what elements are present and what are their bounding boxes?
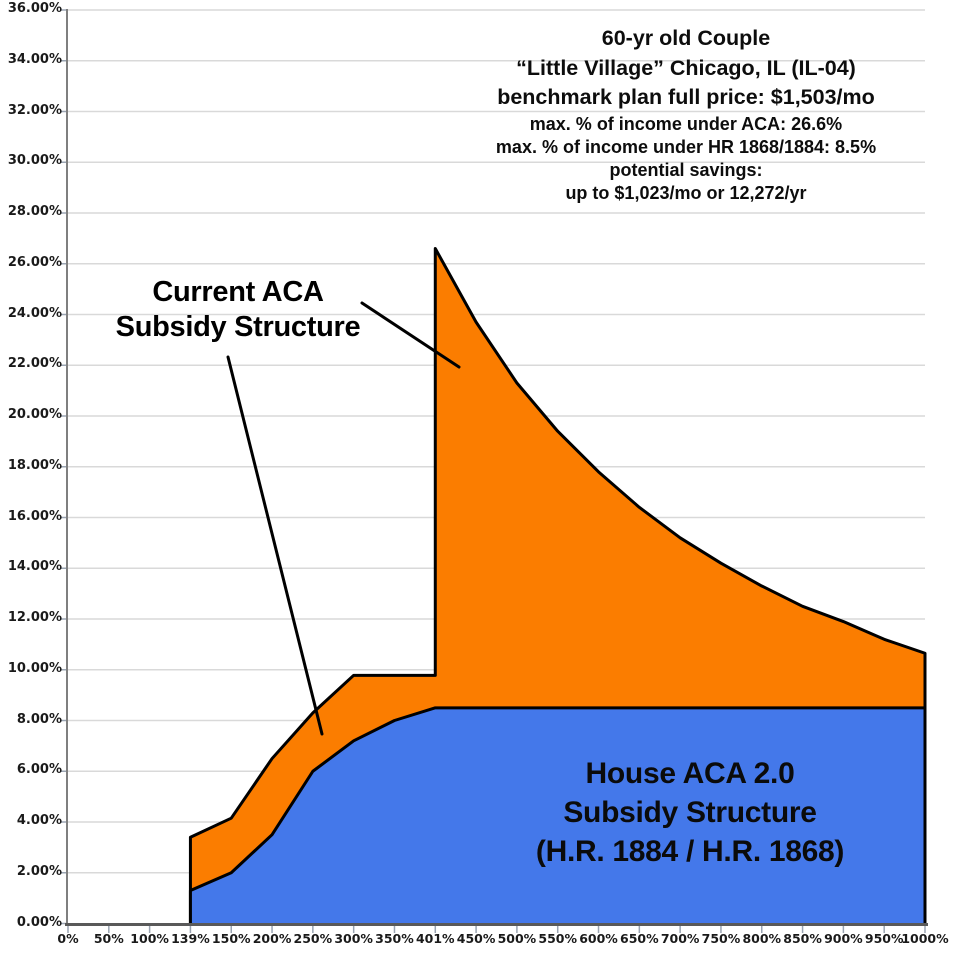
- house-aca-series-label: House ACA 2.0 Subsidy Structure (H.R. 18…: [535, 754, 845, 871]
- house-aca-label-line-1: House ACA 2.0: [585, 757, 795, 790]
- current-aca-series-label: Current ACA Subsidy Structure: [116, 275, 361, 345]
- house-aca-label-line-3: (H.R. 1884 / H.R. 1868): [535, 835, 845, 868]
- house-aca-label-line-2: Subsidy Structure: [563, 796, 817, 829]
- title-line-3: benchmark plan full price: $1,503/mo: [497, 85, 875, 109]
- title-line-2: “Little Village” Chicago, IL (IL-04): [516, 55, 856, 80]
- title-line-7: up to $1,023/mo or 12,272/yr: [565, 183, 807, 204]
- title-line-1: 60-yr old Couple: [601, 26, 771, 50]
- title-line-6: potential savings:: [609, 159, 763, 180]
- title-line-5: max. % of income under HR 1868/1884: 8.5…: [495, 136, 877, 157]
- current-aca-label-line-1: Current ACA: [152, 276, 324, 308]
- annotation-leader-line: [226, 355, 324, 736]
- chart-title-block: 60-yr old Couple “Little Village” Chicag…: [496, 24, 876, 205]
- annotation-leader-line: [360, 301, 461, 369]
- current-aca-label-line-2: Subsidy Structure: [115, 311, 361, 343]
- title-line-4: max. % of income under ACA: 26.6%: [529, 113, 843, 134]
